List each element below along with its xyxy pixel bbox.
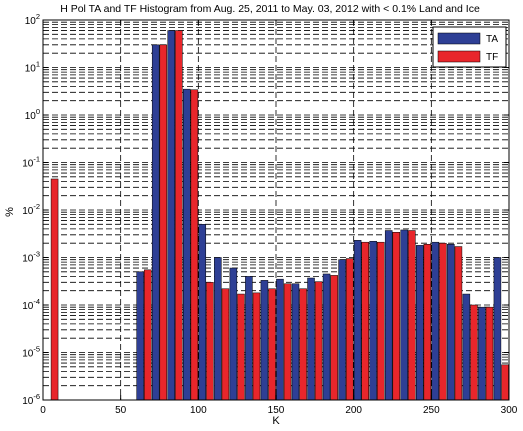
bar-ta — [229, 267, 238, 401]
bar-tf — [206, 282, 214, 401]
bar-tf — [144, 269, 152, 401]
bar-ta — [291, 283, 300, 401]
bar-tf — [268, 288, 276, 401]
bar-ta — [276, 278, 284, 401]
y-tick-label: 101 — [25, 60, 40, 75]
bar-ta — [198, 224, 207, 401]
x-axis-ticks: 0 50 100 150 200 250 300 — [40, 20, 518, 416]
bar-tf — [330, 275, 338, 401]
bar-tf — [283, 283, 292, 401]
bar-tf — [314, 281, 323, 401]
bar-tf — [377, 241, 385, 401]
x-tick-label: 0 — [40, 405, 46, 416]
y-tick-label: 10-3 — [22, 250, 40, 265]
bar-tf — [454, 246, 463, 401]
bar-tf — [485, 306, 494, 401]
x-tick-label: 300 — [501, 405, 518, 416]
bar-tf — [237, 293, 245, 401]
bar-ta — [136, 271, 144, 401]
x-axis-label: K — [272, 415, 280, 427]
bar-ta — [416, 245, 424, 401]
bar-ta — [478, 306, 486, 401]
bar-ta — [167, 30, 175, 401]
bar-ta — [353, 240, 362, 401]
legend-swatch-ta — [437, 32, 481, 45]
bar-tf — [299, 288, 307, 401]
y-axis-label: % — [4, 207, 16, 217]
bar-ta — [431, 241, 440, 401]
y-axis-ticks: 10-6 10-5 10-4 10-3 10-2 10-1 100 101 102 — [22, 12, 509, 407]
bar-ta — [447, 244, 455, 401]
bar-ta — [462, 293, 471, 401]
x-tick-label: 200 — [345, 405, 362, 416]
bar-ta — [214, 257, 222, 401]
chart-title: H Pol TA and TF Histogram from Aug. 25, … — [60, 3, 480, 15]
legend-label-tf: TF — [486, 52, 498, 63]
legend: TA TF — [432, 26, 507, 68]
bar-ta — [384, 230, 393, 401]
bar-ta — [369, 240, 377, 401]
y-tick-label: 10-6 — [22, 392, 40, 407]
bar-ta — [151, 44, 160, 401]
bar-tf — [501, 364, 509, 401]
bar-tf — [50, 178, 59, 401]
y-tick-label: 10-1 — [22, 155, 40, 170]
bar-tf — [221, 288, 230, 401]
legend-swatch-tf — [437, 50, 481, 63]
bar-tf — [439, 242, 447, 401]
y-tick-label: 10-4 — [22, 297, 40, 312]
y-tick-label: 10-5 — [22, 345, 40, 360]
bar-tf — [175, 30, 183, 401]
bar-tf — [392, 232, 401, 401]
bar-tf — [470, 304, 478, 401]
bar-ta — [400, 229, 408, 401]
bar-tf — [159, 44, 168, 401]
x-tick-label: 250 — [423, 405, 440, 416]
bar-ta — [493, 257, 502, 401]
legend-label-ta: TA — [486, 34, 498, 45]
x-tick-label: 50 — [115, 405, 127, 416]
bar-tf — [190, 89, 199, 401]
x-tick-label: 150 — [268, 405, 285, 416]
x-tick-label: 100 — [190, 405, 207, 416]
bar-tf — [361, 241, 369, 401]
bar-ta — [245, 276, 253, 401]
y-tick-label: 102 — [25, 12, 40, 27]
grid-lines — [43, 20, 509, 400]
y-tick-label: 10-2 — [22, 202, 40, 217]
bar-ta — [260, 280, 269, 401]
bar-ta — [307, 277, 315, 401]
bars-group — [50, 30, 509, 401]
bar-tf — [408, 230, 416, 401]
bar-tf — [423, 244, 432, 401]
bar-tf — [345, 258, 354, 401]
bar-ta — [338, 259, 346, 401]
y-tick-label: 100 — [25, 107, 40, 122]
bar-ta — [183, 88, 191, 401]
bar-tf — [252, 292, 261, 401]
bar-ta — [322, 273, 331, 401]
